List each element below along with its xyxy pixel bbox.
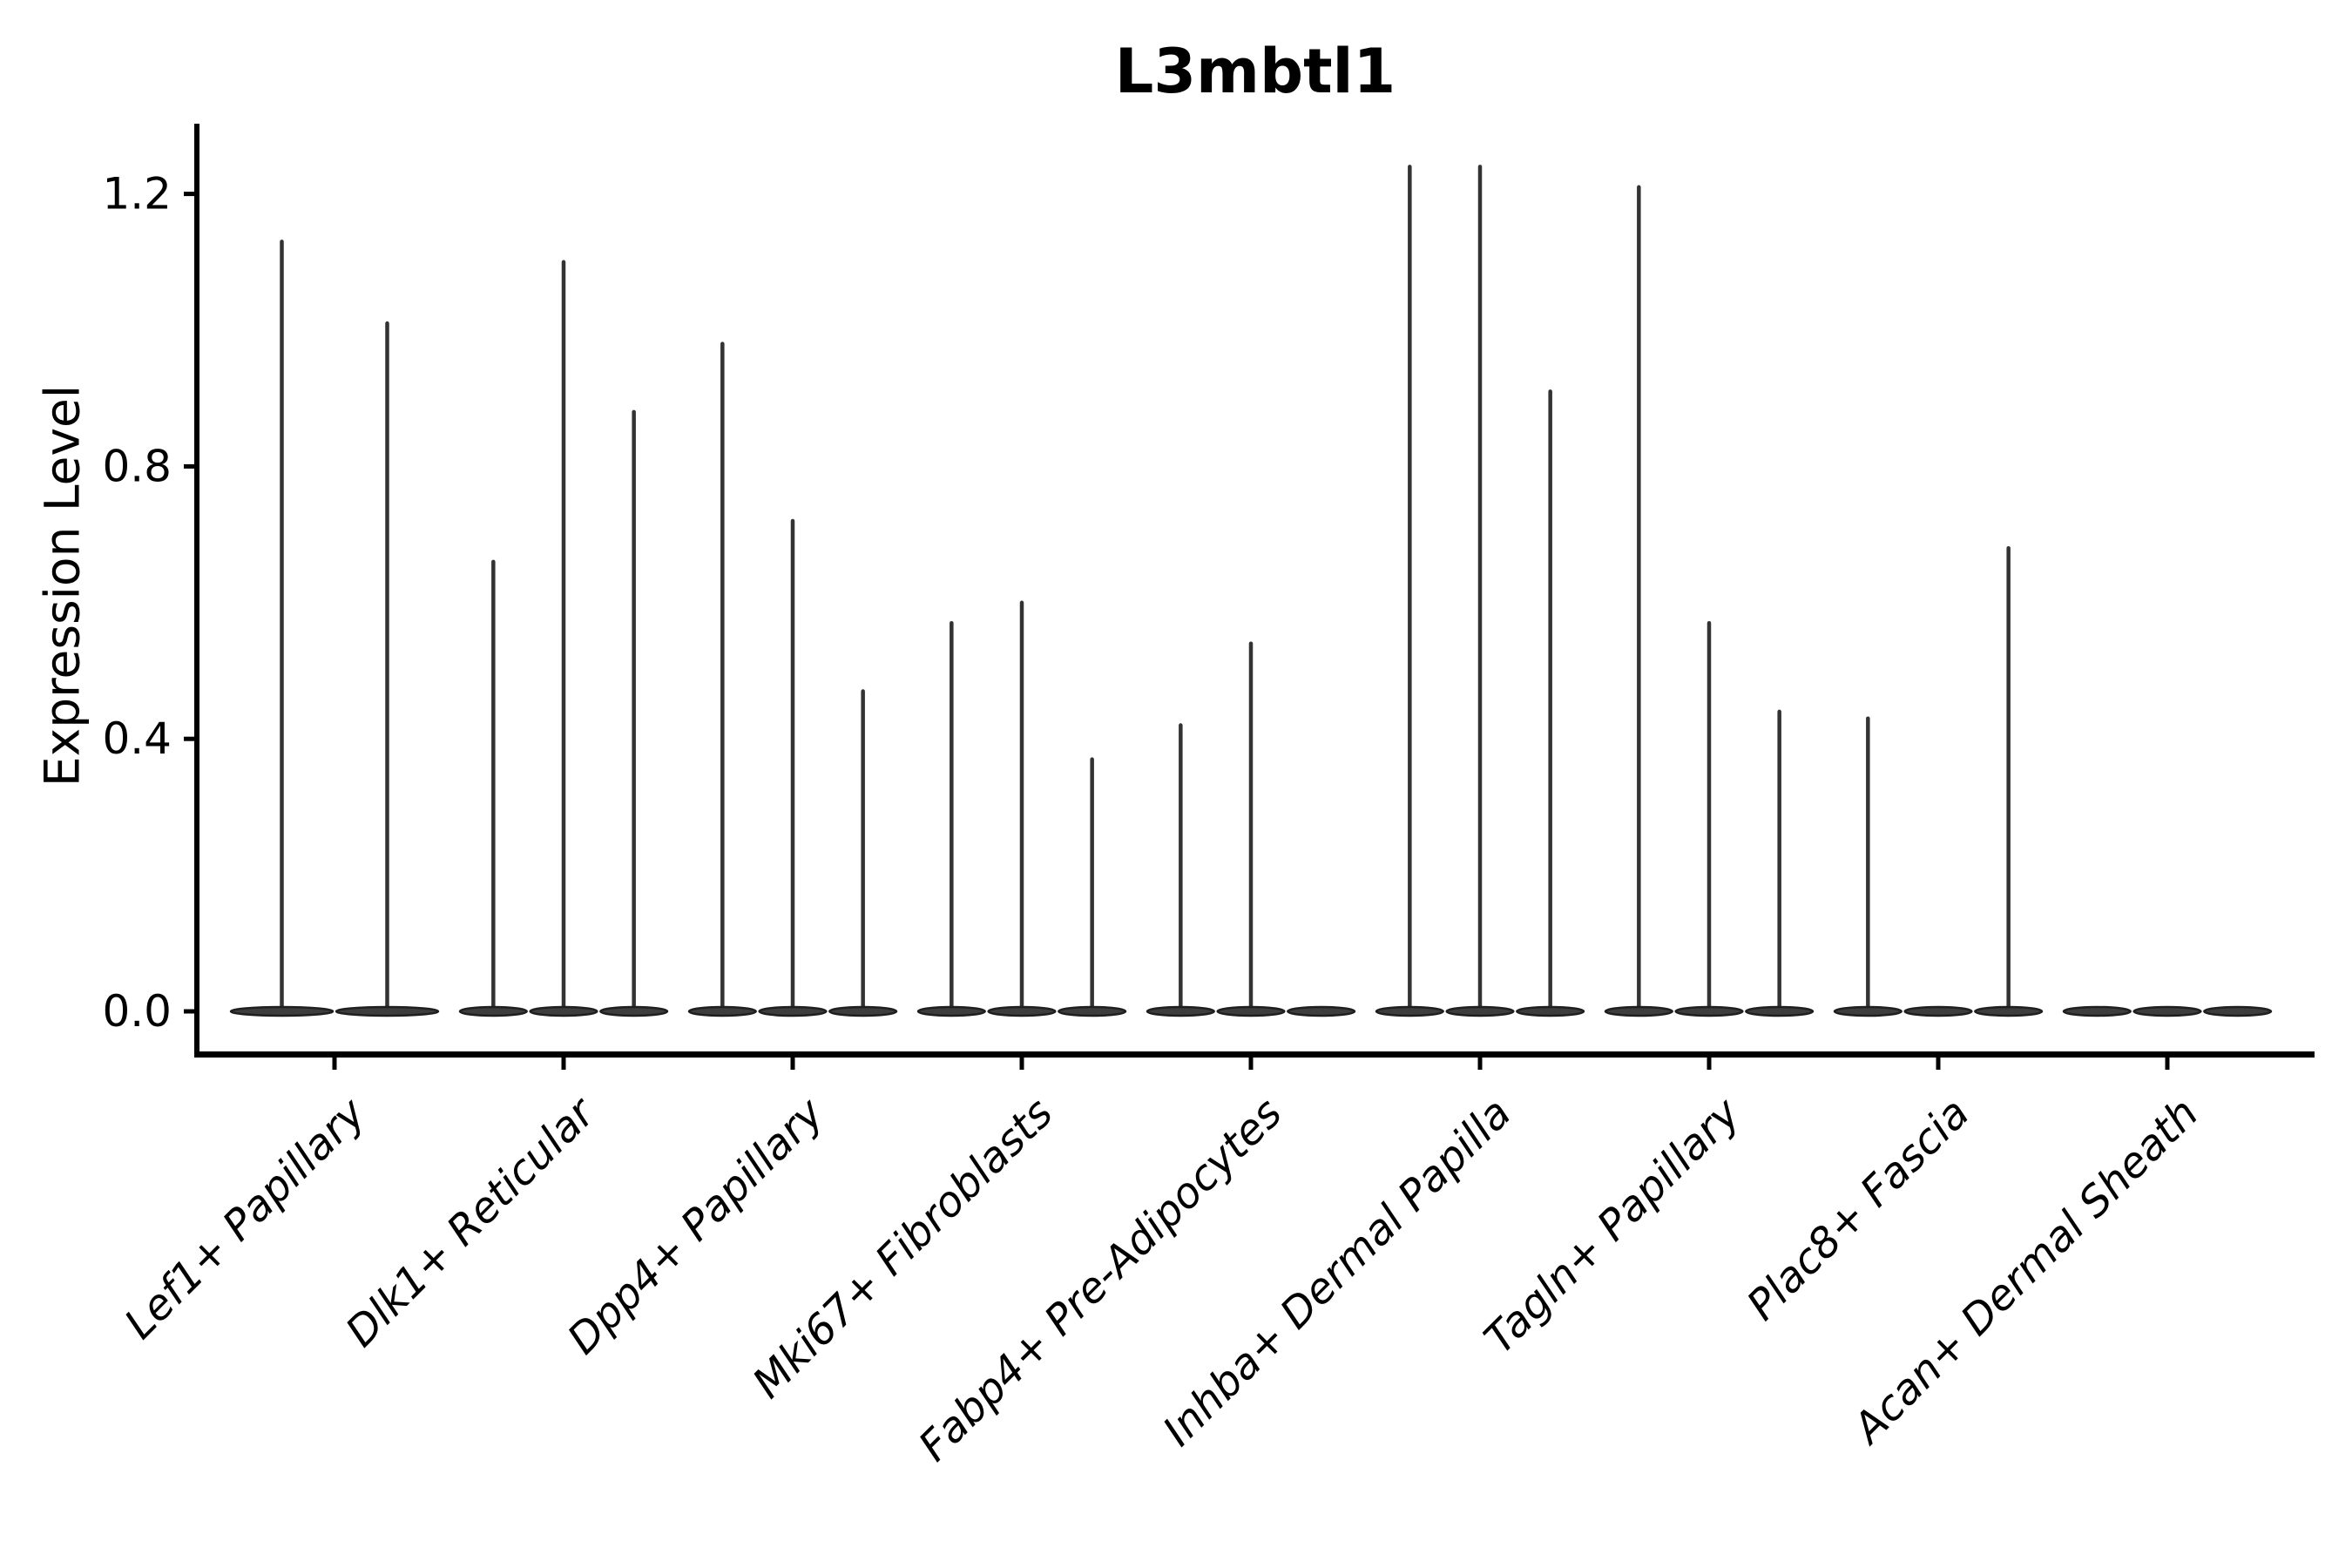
x-tick	[1477, 1058, 1483, 1070]
violin-body	[529, 1005, 598, 1017]
x-tick-label: Lef1+ Papillary	[115, 1088, 375, 1348]
x-tick	[1707, 1058, 1712, 1070]
x-axis-spine	[194, 1051, 2315, 1058]
x-tick-label: Dlk1+ Reticular	[336, 1087, 606, 1357]
violin-body	[599, 1005, 669, 1017]
x-tick	[1248, 1058, 1254, 1070]
x-tick-label: Fabp4+ Pre-Adipocytes	[909, 1089, 1292, 1471]
violin-body	[1745, 1005, 1815, 1017]
violin-body	[1146, 1005, 1215, 1017]
x-tick-label: Tagln+ Papillary	[1475, 1088, 1750, 1363]
violin-body	[1375, 1005, 1444, 1017]
y-tick	[184, 1009, 194, 1014]
y-tick-label: 0.4	[102, 713, 172, 764]
x-tick	[332, 1058, 337, 1070]
chart-title: L3mbtl1	[1114, 36, 1396, 107]
violin-body	[1604, 1005, 1673, 1017]
violin-body	[1287, 1005, 1356, 1017]
y-tick-label: 0.8	[102, 441, 172, 491]
y-tick	[184, 192, 194, 197]
y-tick-label: 0.0	[102, 986, 172, 1037]
violin-body	[1445, 1005, 1515, 1017]
violin-body	[1674, 1005, 1744, 1017]
x-tick-label: Plac8+ Fascia	[1738, 1089, 1979, 1330]
violin-body	[335, 1005, 440, 1017]
violin-body	[758, 1005, 828, 1017]
violin-body	[1516, 1005, 1585, 1017]
violin-body	[1216, 1005, 1286, 1017]
y-tick	[184, 736, 194, 741]
y-tick-label: 1.2	[102, 169, 172, 220]
violin-body	[458, 1005, 528, 1017]
x-tick	[790, 1058, 795, 1070]
violin-body	[229, 1005, 335, 1017]
violin-body	[987, 1005, 1057, 1017]
x-tick-label: Dpp4+ Papillary	[558, 1088, 834, 1363]
violin-body	[916, 1005, 986, 1017]
violin-body	[2132, 1005, 2202, 1017]
violin-body	[1833, 1005, 1903, 1017]
y-axis-spine	[194, 124, 199, 1058]
violin-body	[687, 1005, 757, 1017]
violin-body	[828, 1005, 898, 1017]
y-tick	[184, 463, 194, 469]
violin-body	[1974, 1005, 2044, 1017]
x-tick	[1936, 1058, 1941, 1070]
violin-body	[1903, 1005, 1973, 1017]
violin-body	[2203, 1005, 2273, 1017]
x-tick	[2165, 1058, 2170, 1070]
violin-body	[2062, 1005, 2132, 1017]
x-tick	[1019, 1058, 1024, 1070]
x-tick	[561, 1058, 566, 1070]
violin-body	[1058, 1005, 1127, 1017]
